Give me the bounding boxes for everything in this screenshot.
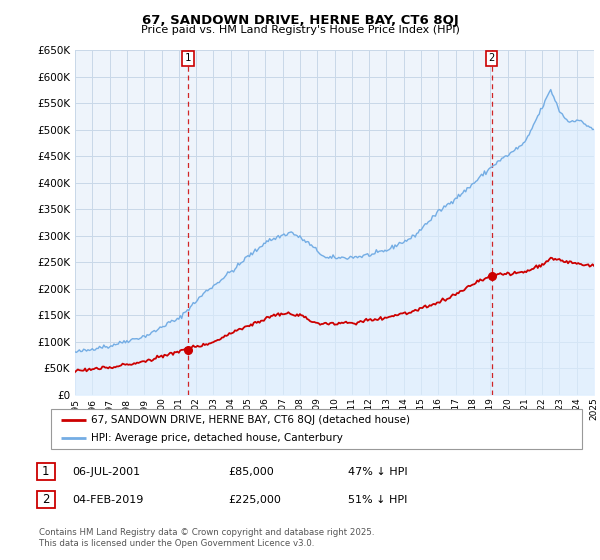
Text: 47% ↓ HPI: 47% ↓ HPI [348, 466, 407, 477]
Text: HPI: Average price, detached house, Canterbury: HPI: Average price, detached house, Cant… [91, 433, 343, 443]
Text: 04-FEB-2019: 04-FEB-2019 [72, 494, 143, 505]
Text: 67, SANDOWN DRIVE, HERNE BAY, CT6 8QJ: 67, SANDOWN DRIVE, HERNE BAY, CT6 8QJ [142, 14, 458, 27]
Text: 2: 2 [488, 53, 495, 63]
Text: 51% ↓ HPI: 51% ↓ HPI [348, 494, 407, 505]
Text: 06-JUL-2001: 06-JUL-2001 [72, 466, 140, 477]
Text: Price paid vs. HM Land Registry's House Price Index (HPI): Price paid vs. HM Land Registry's House … [140, 25, 460, 35]
Text: 2: 2 [42, 493, 50, 506]
Text: £225,000: £225,000 [228, 494, 281, 505]
Text: £85,000: £85,000 [228, 466, 274, 477]
Text: 1: 1 [185, 53, 191, 63]
Text: 67, SANDOWN DRIVE, HERNE BAY, CT6 8QJ (detached house): 67, SANDOWN DRIVE, HERNE BAY, CT6 8QJ (d… [91, 415, 410, 425]
Text: 1: 1 [42, 465, 50, 478]
Text: Contains HM Land Registry data © Crown copyright and database right 2025.
This d: Contains HM Land Registry data © Crown c… [39, 528, 374, 548]
